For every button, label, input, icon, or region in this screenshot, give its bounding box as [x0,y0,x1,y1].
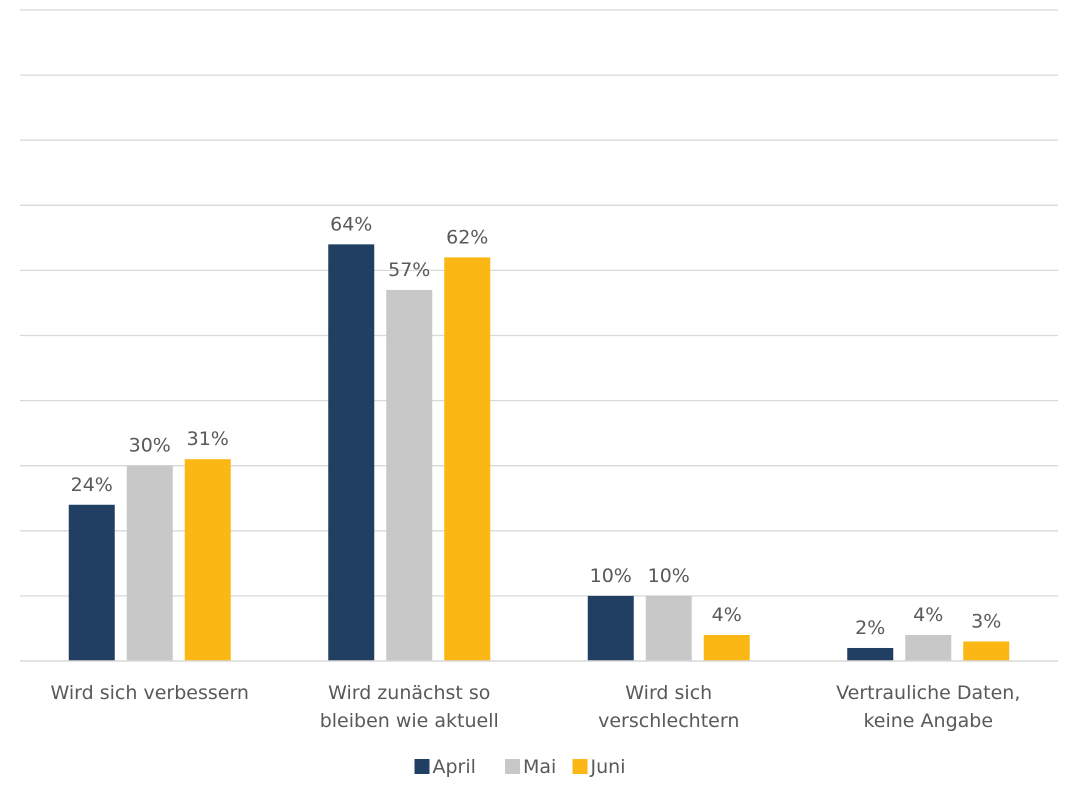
category-label: Vertrauliche Daten, keine Angabe [836,682,1020,732]
data-label: 2% [855,617,885,639]
gridlines [20,9,1058,597]
bar-mai-2 [386,289,433,661]
bar-mai-1 [126,465,173,661]
legend-item-mai: Mai [505,756,556,778]
bar-april-4 [847,647,894,661]
legend-swatch [414,759,430,774]
category-label: Wird sich verbessern [51,682,249,704]
data-label: 10% [648,565,690,587]
legend-swatch [572,759,588,774]
legend-swatch [505,759,520,774]
bar-april-2 [328,244,375,662]
data-label: 4% [913,604,943,626]
data-label: 30% [129,435,171,457]
bar-april-1 [68,504,115,661]
data-label: 3% [971,610,1001,632]
data-label: 64% [330,213,372,235]
bar-juni-1 [184,459,231,661]
legend-label: Juni [590,756,626,778]
legend-item-juni: Juni [572,756,626,778]
bar-april-3 [587,595,634,661]
legend-label: April [433,756,476,778]
data-label: 31% [187,428,229,450]
bar-mai-4 [905,634,952,661]
data-label: 24% [71,474,113,496]
legend-label: Mai [523,756,556,778]
category-label: Wird zunächst so bleiben wie aktuell [320,682,499,732]
bars [68,244,1010,662]
data-label: 4% [712,604,742,626]
data-label: 10% [590,565,632,587]
data-label: 62% [446,226,488,248]
category-label: Wird sich verschlechtern [598,682,739,732]
bar-juni-2 [444,257,491,661]
legend-item-april: April [414,756,476,778]
bar-juni-4 [963,641,1010,661]
x-axis: Wird sich verbessern Wird zunächst so blei… [20,660,1058,732]
data-labels: 24% 30% 31% 64% 57% 62% 10% 10% 4% 2% 4% 3% [71,213,1002,639]
bar-juni-3 [703,634,750,661]
legend: April Mai Juni [414,756,626,778]
data-label: 57% [388,259,430,281]
bar-mai-3 [645,595,692,661]
